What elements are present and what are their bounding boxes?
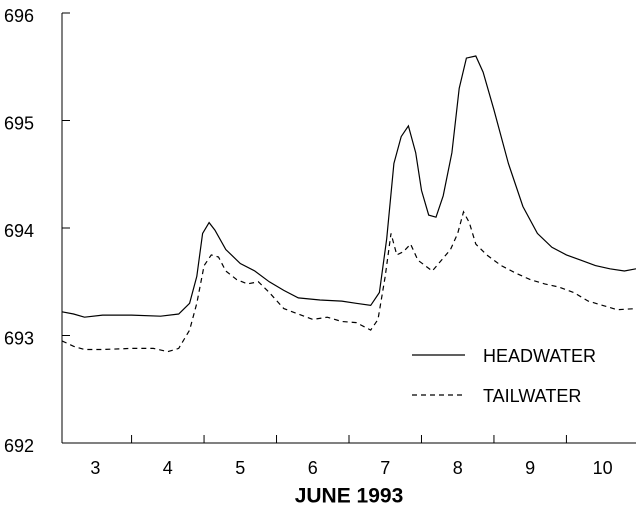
series-line: [61, 55, 636, 318]
x-tick-label: 4: [163, 458, 173, 478]
y-tick-label: 692: [4, 436, 34, 456]
y-tick-label: 695: [4, 113, 34, 133]
y-tick-label: 694: [4, 221, 34, 241]
y-tick-label: 696: [4, 6, 34, 26]
x-tick-label: 8: [453, 458, 463, 478]
x-tick-label: 7: [380, 458, 390, 478]
x-tick-label: 5: [235, 458, 245, 478]
x-tick-label: 9: [525, 458, 535, 478]
legend-label: HEADWATER: [483, 346, 596, 366]
x-tick-label: 10: [593, 458, 613, 478]
series-line: [61, 210, 636, 353]
x-tick-label: 3: [90, 458, 100, 478]
legend-label: TAILWATER: [483, 386, 581, 406]
x-axis-title: JUNE 1993: [295, 485, 404, 508]
y-tick-label: 693: [4, 328, 34, 348]
x-tick-label: 6: [308, 458, 318, 478]
